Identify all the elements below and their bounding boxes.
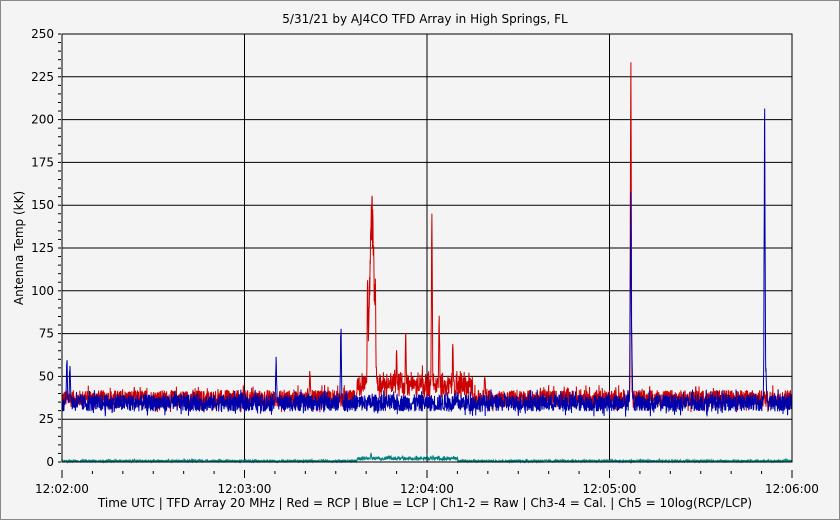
y-tick-label: 50: [39, 369, 54, 383]
x-axis-label: Time UTC | TFD Array 20 MHz | Red = RCP …: [97, 496, 752, 510]
y-tick-label: 75: [39, 327, 54, 341]
x-tick-label: 12:02:00: [35, 482, 89, 496]
x-tick-label: 12:06:00: [765, 482, 819, 496]
y-tick-label: 25: [39, 412, 54, 426]
y-tick-label: 125: [31, 241, 54, 255]
y-tick-label: 0: [46, 455, 54, 469]
y-axis-label: Antenna Temp (kK): [12, 191, 26, 305]
y-tick-label: 100: [31, 284, 54, 298]
series-line-lcp: [61, 108, 793, 417]
x-tick-label: 12:04:00: [400, 482, 454, 496]
series-line-ch5: [61, 452, 793, 464]
y-tick-label: 150: [31, 198, 54, 212]
y-tick-label: 175: [31, 155, 54, 169]
y-tick-label: 250: [31, 27, 54, 41]
x-tick-label: 12:05:00: [583, 482, 637, 496]
chart-title: 5/31/21 by AJ4CO TFD Array in High Sprin…: [282, 12, 568, 26]
y-tick-label: 225: [31, 70, 54, 84]
plot-area-border: [61, 33, 793, 463]
y-tick-label: 200: [31, 113, 54, 127]
x-tick-label: 12:03:00: [218, 482, 272, 496]
